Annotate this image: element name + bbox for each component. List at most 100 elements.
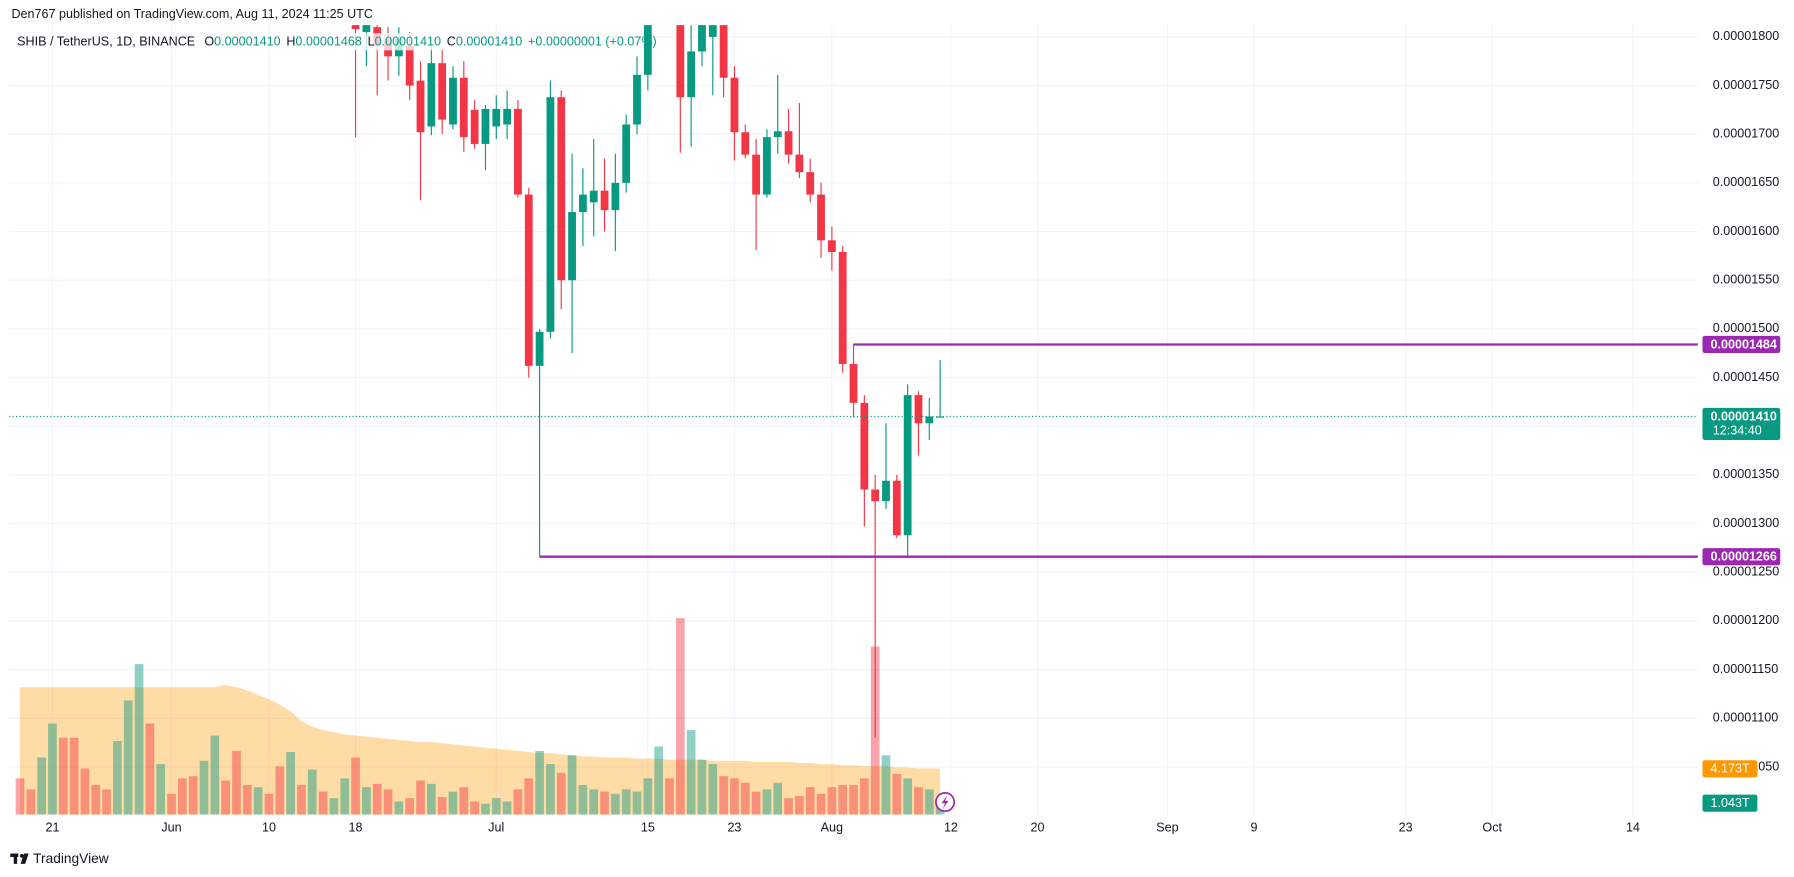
- volume-bar: [762, 789, 772, 815]
- y-tick-label: 0.00001350: [1713, 467, 1779, 481]
- volume-bar: [362, 787, 371, 815]
- volume-bar: [805, 787, 815, 815]
- volume-bar: [589, 789, 599, 815]
- y-tick-label: 0.00001750: [1713, 78, 1779, 92]
- volume-bar: [37, 757, 46, 815]
- volume-bar: [405, 798, 415, 815]
- legend-backdrop: [9, 33, 610, 51]
- x-tick-label: Oct: [1482, 821, 1502, 835]
- candle-body: [925, 416, 934, 424]
- legend-value: 0.00001468: [295, 35, 361, 49]
- x-tick-label: 23: [1399, 821, 1413, 835]
- candle-body: [492, 108, 501, 127]
- legend-key: H: [286, 35, 295, 49]
- y-tick-label: 0.00001650: [1713, 175, 1779, 189]
- volume-bar: [697, 759, 707, 815]
- volume-bar: [145, 723, 155, 815]
- volume-bar: [307, 769, 317, 815]
- x-tick-label: 12: [944, 821, 958, 835]
- candle-body: [817, 194, 825, 241]
- candle-body: [914, 395, 923, 424]
- volume-bar: [416, 780, 425, 815]
- y-tick-label: 0.00001300: [1713, 516, 1779, 530]
- candle-body: [589, 190, 598, 203]
- countdown: 12:34:40: [1713, 424, 1762, 438]
- volume-bar: [437, 797, 447, 815]
- volume-bar: [892, 773, 902, 815]
- volume-bar: [210, 735, 220, 815]
- volume-bar: [286, 752, 295, 815]
- volume-bar: [80, 768, 90, 815]
- candle-body: [535, 331, 544, 366]
- volume-label: 1.043T: [1710, 796, 1749, 810]
- candle-body: [849, 363, 858, 403]
- x-tick-label: Sep: [1156, 821, 1178, 835]
- volume-bar: [816, 793, 826, 815]
- volume-bar: [643, 778, 653, 815]
- volume-bar: [48, 723, 57, 815]
- volume-ma-area: [19, 685, 941, 815]
- candle-body: [784, 131, 793, 155]
- x-tick-label: 14: [1626, 821, 1640, 835]
- legend: SHIB / TetherUS, 1D, BINANCE O0.00001410 H…: [9, 33, 657, 51]
- x-tick-label: Aug: [821, 821, 843, 835]
- candle-body: [827, 240, 836, 252]
- volume-bar: [654, 746, 663, 815]
- alert-bolt: [941, 795, 949, 809]
- candle-body: [763, 137, 771, 195]
- volume-label-box: [1702, 794, 1758, 812]
- candle-body: [773, 131, 782, 138]
- candle-body: [600, 190, 609, 211]
- level-label: 0.00001266: [1710, 550, 1776, 564]
- candle-body: [438, 63, 447, 120]
- candle-body: [578, 194, 587, 213]
- volume-bar: [394, 801, 404, 815]
- candle-body: [795, 154, 804, 173]
- candle-body: [860, 402, 869, 490]
- volume-bar: [178, 778, 187, 815]
- level-label: 0.00001484: [1710, 337, 1776, 351]
- level-label-box: [1702, 548, 1781, 566]
- legend: SHIB / TetherUS, 1D, BINANCE O0.00001410 H…: [17, 35, 657, 49]
- volume-bar: [242, 784, 252, 815]
- volume-bar: [838, 784, 848, 815]
- x-tick-label: Jul: [488, 821, 504, 835]
- candle-body: [524, 194, 533, 366]
- axes: 0.000010500.000011000.000011500.00001200…: [45, 29, 1781, 835]
- volume-bar: [535, 750, 544, 815]
- candle-body: [351, 25, 360, 30]
- publisher: Den767 published on TradingView.com, Aug…: [11, 7, 373, 21]
- candle-body: [546, 97, 555, 332]
- y-tick-label: 0.00001250: [1713, 565, 1779, 579]
- volume-bar: [621, 789, 631, 815]
- legend-value: 0.00001410: [456, 35, 522, 49]
- candle-body: [838, 251, 847, 364]
- volume-bar: [546, 764, 555, 815]
- legend-value: 0.00001410: [214, 35, 280, 49]
- candle-body: [633, 74, 641, 125]
- volume-bar: [232, 750, 241, 815]
- volume-bar: [427, 783, 436, 815]
- candle-body: [481, 108, 490, 144]
- volume-bar: [372, 783, 382, 815]
- candle-body: [871, 489, 880, 502]
- volume-bar: [860, 778, 869, 815]
- grid: [9, 25, 1698, 815]
- candle-body: [903, 395, 912, 536]
- candle-body: [568, 212, 576, 281]
- volume-bar: [297, 784, 306, 815]
- volume-bar: [795, 795, 804, 815]
- legend-key: O: [204, 35, 214, 49]
- volume-bar: [134, 664, 144, 815]
- volume-bar: [221, 780, 230, 815]
- last-price-box: [1702, 407, 1781, 440]
- volume-bar: [524, 778, 534, 815]
- volume-bar: [578, 784, 588, 815]
- y-tick-label: 0.00001100: [1713, 711, 1779, 725]
- candle-body: [655, 0, 663, 8]
- volume-bar: [470, 801, 479, 815]
- volume-bar: [903, 778, 912, 815]
- y-tick-label: 0.00001800: [1713, 29, 1779, 43]
- candle-body: [643, 25, 652, 75]
- volume-bar: [491, 798, 501, 815]
